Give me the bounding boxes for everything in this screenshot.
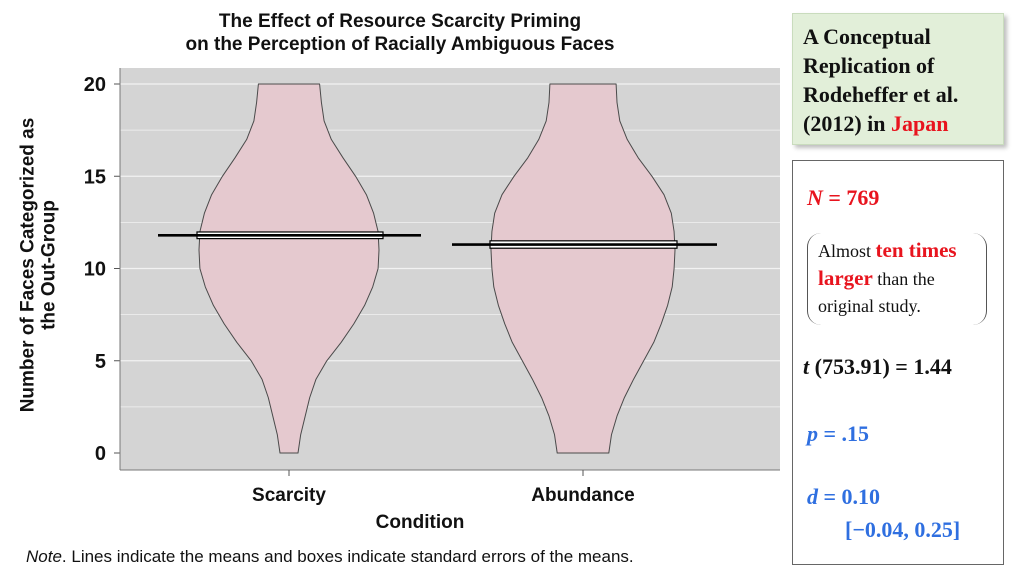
chart-title: The Effect of Resource Scarcity Priming … [120,10,680,56]
info-line1: A Conceptual [803,24,931,49]
note-label: Note [26,547,62,566]
x-category-label: Abundance [531,485,634,506]
y-tick-label: 15 [84,166,106,188]
callout-highlight1: ten times [875,238,957,262]
figure-note: Note. Lines indicate the means and boxes… [26,547,634,567]
y-axis-label: Number of Faces Categorized as the Out-G… [8,70,68,460]
t-statistic: t (753.91) = 1.44 [803,354,952,380]
note-text: . Lines indicate the means and boxes ind… [61,547,634,566]
p-value-text: = .15 [818,421,870,446]
violin-abundance [490,83,676,454]
t-symbol: t [803,354,810,379]
effect-size: d = 0.10 [807,484,880,510]
info-country-highlight: Japan [891,111,949,136]
callout-highlight2: larger [818,266,873,290]
y-tick-label: 10 [84,259,106,281]
p-value: p = .15 [807,421,869,447]
x-axis-label: Condition [375,512,465,533]
sample-size-callout: Almost ten times larger than the origina… [807,233,987,325]
d-symbol: d [807,484,818,509]
sample-size-symbol: N [807,185,823,210]
violin-plot: 0 5 10 15 20 Scarcity Abundance [84,68,780,506]
statistics-panel: N = 769 Almost ten times larger than the… [792,160,1004,565]
d-value: = 0.10 [818,484,881,509]
callout-text2: than the [872,269,935,289]
info-line4-prefix: (2012) in [803,111,891,136]
info-line3: Rodeheffer et al. [803,82,959,107]
study-info-box: A Conceptual Replication of Rodeheffer e… [792,13,1004,145]
p-symbol: p [807,421,818,446]
y-axis-label-line2: the Out-Group [38,200,59,330]
x-category-label: Scarcity [252,485,326,506]
effect-size-ci: [−0.04, 0.25] [845,517,961,542]
sample-size: N = 769 [807,185,879,211]
y-axis-label-line1: Number of Faces Categorized as [17,117,38,413]
t-value: (753.91) = 1.44 [809,354,952,379]
chart-title-line1: The Effect of Resource Scarcity Priming [218,11,582,32]
sample-size-value: = 769 [822,185,880,210]
violin-scarcity [198,83,380,454]
chart-title-line2: on the Perception of Racially Ambiguous … [185,34,615,55]
callout-text1: Almost [818,241,876,261]
info-line4: (2012) in Japan [803,109,993,138]
y-tick-label: 20 [84,74,106,96]
callout-text3: original study. [818,296,921,316]
y-tick-label: 5 [95,351,106,373]
y-tick-label: 0 [95,443,106,465]
info-line2: Replication of [803,53,935,78]
